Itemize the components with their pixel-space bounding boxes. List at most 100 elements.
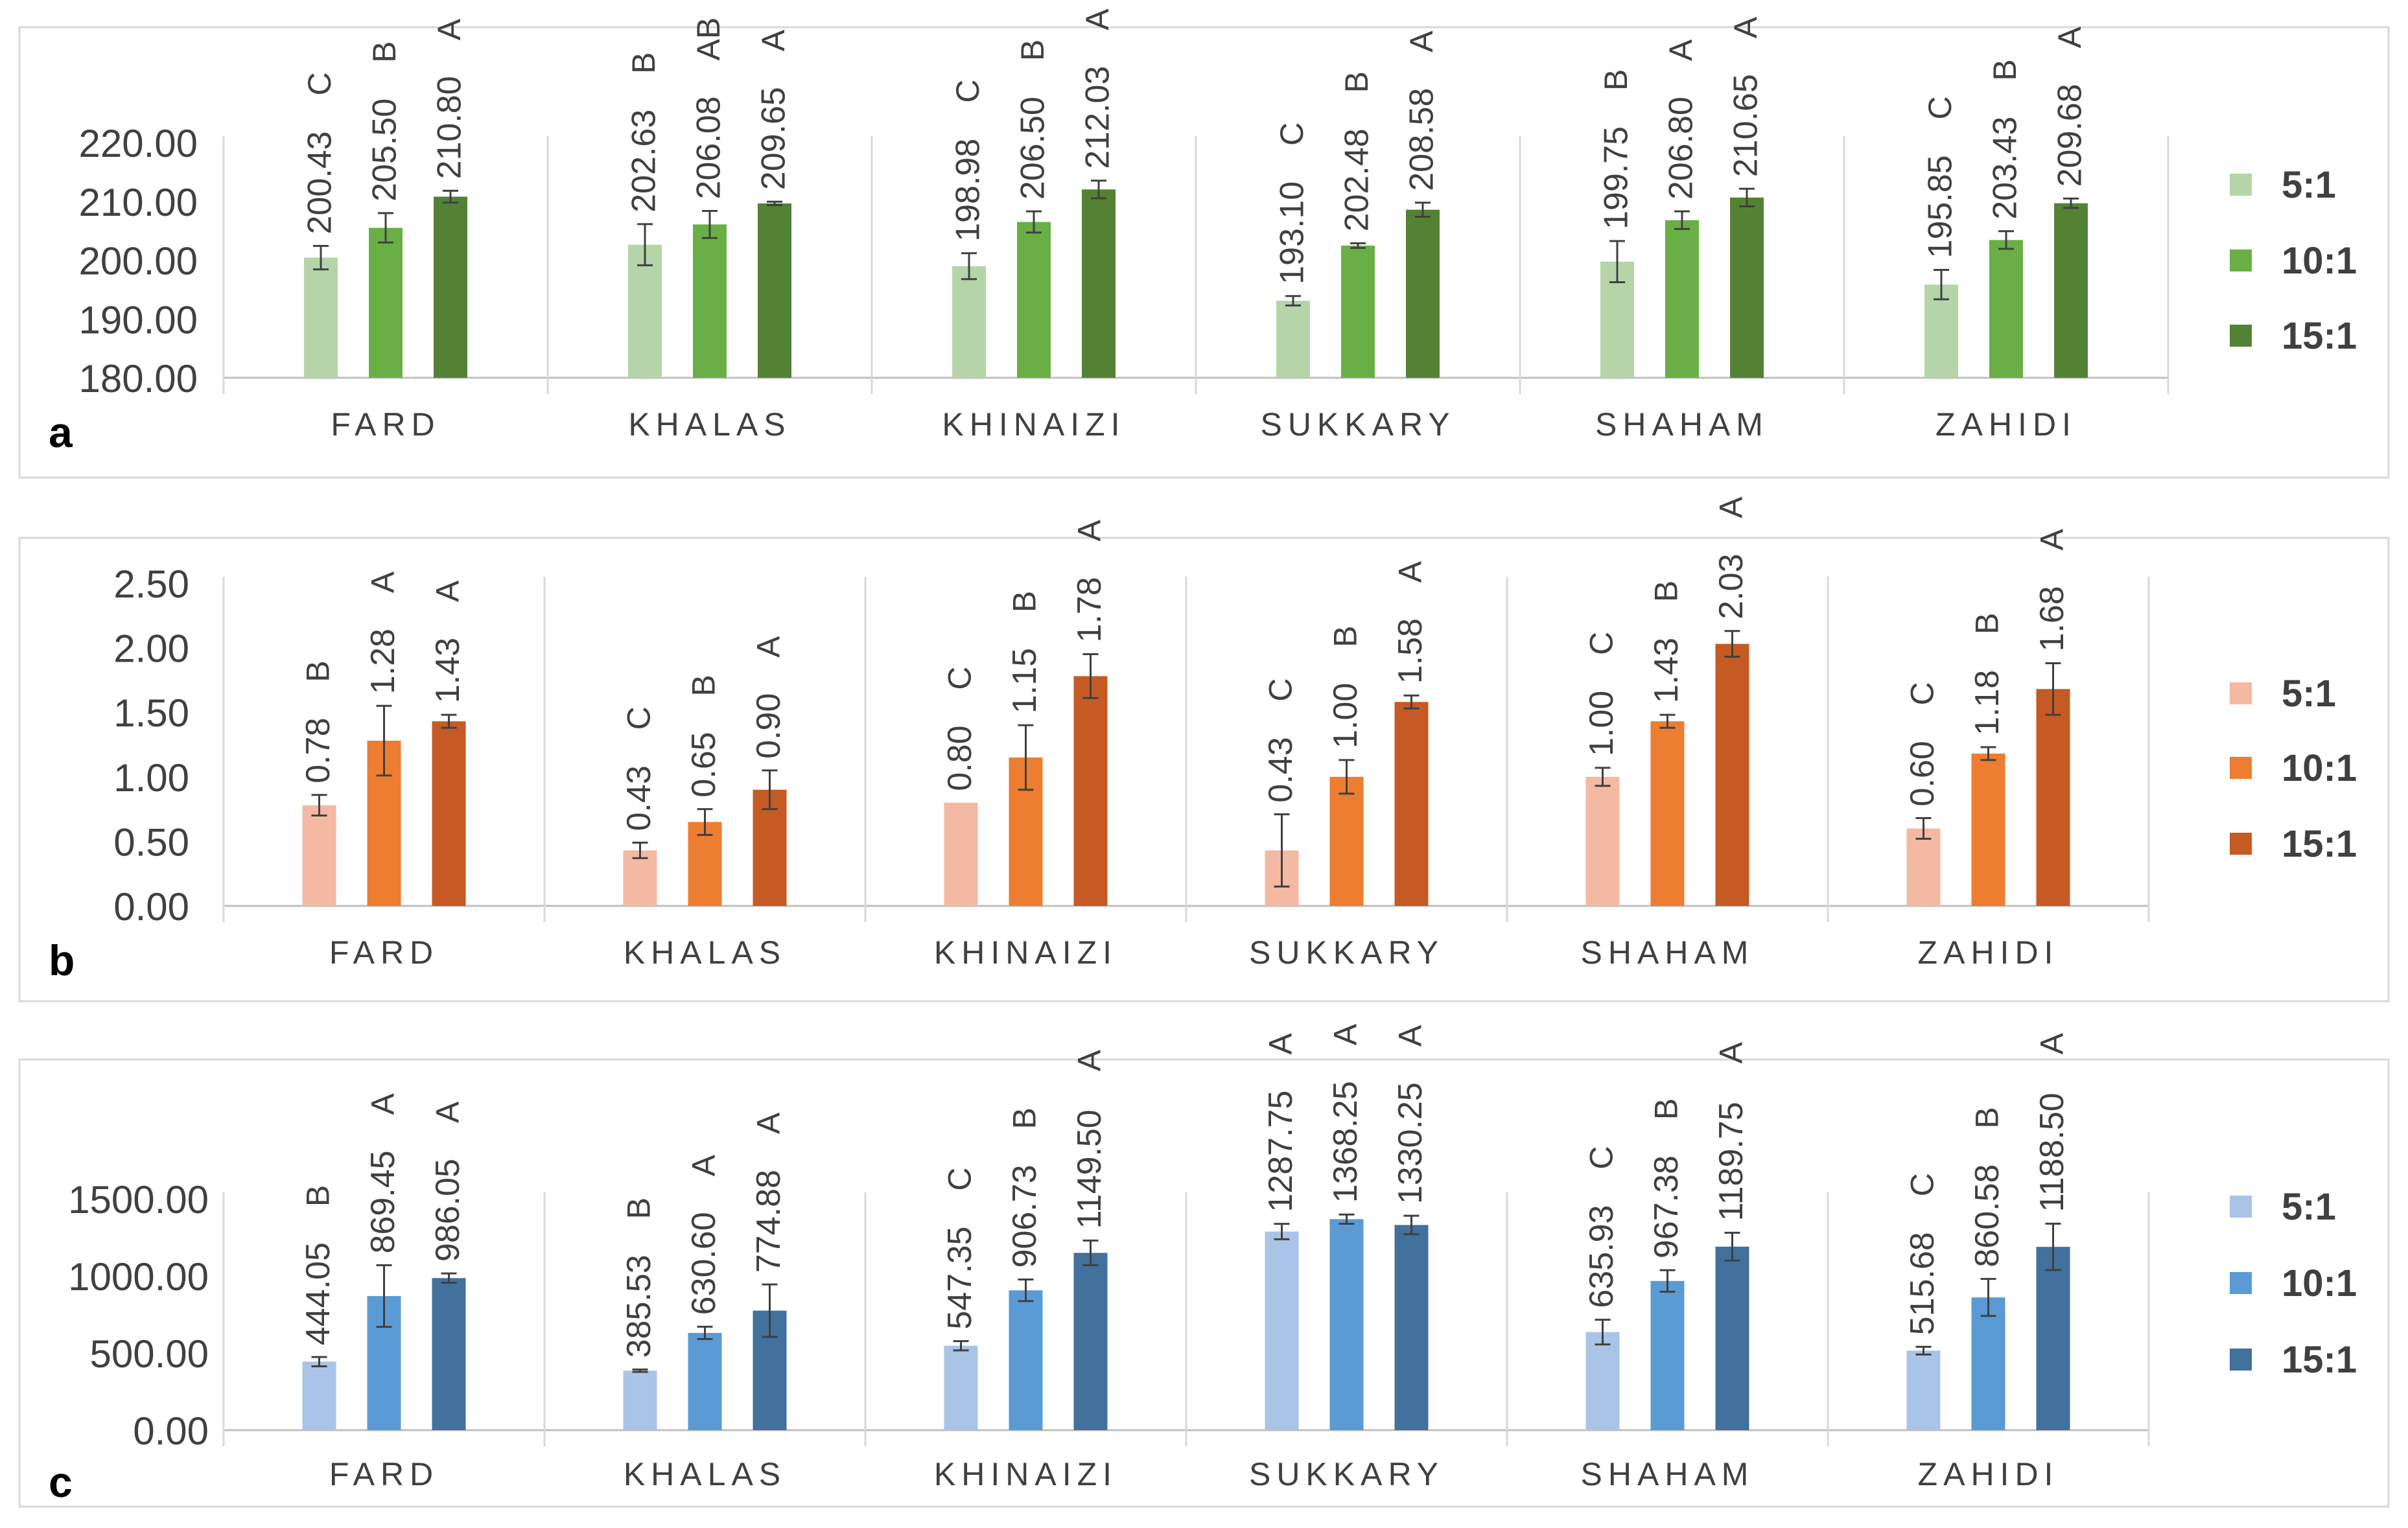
data-label: 1149.50 — [1071, 1109, 1108, 1229]
significance-letter: B — [1007, 1107, 1043, 1129]
bar — [1650, 1280, 1685, 1430]
bar — [1650, 721, 1685, 906]
data-label: 203.43 — [1987, 117, 2024, 220]
data-label: 774.88 — [750, 1170, 788, 1273]
legend-label: 10:1 — [2282, 747, 2357, 789]
data-label: 209.65 — [755, 87, 793, 190]
bar — [1073, 1253, 1108, 1430]
significance-letter: A — [751, 636, 787, 658]
bar — [1394, 702, 1429, 906]
data-label: 200.43 — [301, 131, 339, 234]
significance-letter: A — [2034, 1032, 2070, 1054]
bar — [434, 196, 467, 378]
y-tick-label: 0.00 — [133, 1409, 209, 1453]
category-label: KHINAIZI — [934, 934, 1117, 971]
bar — [1715, 1246, 1749, 1430]
panel-letter: c — [49, 1458, 73, 1506]
bar — [1329, 1219, 1364, 1430]
significance-letter: A — [751, 1112, 787, 1134]
y-tick-label: 1000.00 — [68, 1255, 209, 1299]
significance-letter: B — [1969, 1107, 2005, 1128]
bar — [432, 1278, 466, 1430]
data-label: 195.85 — [1922, 155, 1959, 258]
data-label: 0.90 — [750, 693, 788, 759]
data-label: 1.00 — [1327, 683, 1364, 748]
legend-swatch — [2230, 757, 2252, 779]
bar — [369, 227, 403, 378]
data-label: 206.50 — [1014, 97, 1052, 200]
category-label: SUKKARY — [1260, 406, 1455, 443]
significance-letter: B — [1648, 581, 1685, 602]
legend-swatch — [2230, 1349, 2252, 1371]
significance-letter: B — [686, 675, 722, 696]
legend-label: 10:1 — [2282, 240, 2357, 282]
bar — [302, 805, 336, 906]
data-label: 0.80 — [941, 725, 979, 791]
data-label: 0.65 — [685, 732, 723, 797]
bar — [952, 266, 986, 378]
data-label: 1.68 — [2033, 586, 2071, 651]
data-label: 1368.25 — [1327, 1081, 1364, 1203]
legend-swatch — [2230, 1272, 2252, 1294]
category-label: FARD — [331, 406, 440, 443]
data-label: 1189.75 — [1712, 1102, 1750, 1221]
y-tick-label: 1.00 — [113, 756, 189, 800]
data-label: 444.05 — [299, 1242, 337, 1345]
legend-swatch — [2230, 682, 2252, 704]
category-label: FARD — [329, 1456, 439, 1492]
category-label: SHAHAM — [1581, 934, 1755, 971]
significance-letter: C — [1904, 1173, 1941, 1196]
legend-swatch — [2230, 833, 2252, 855]
bar — [1971, 753, 2005, 906]
y-tick-label: 2.50 — [113, 562, 189, 606]
y-tick-label: 1500.00 — [68, 1178, 209, 1221]
data-label: 1188.50 — [2033, 1093, 2071, 1212]
data-label: 1.58 — [1392, 618, 1429, 684]
bar — [1406, 209, 1440, 378]
data-label: 1.43 — [429, 638, 467, 703]
significance-letter: A — [1713, 1041, 1749, 1063]
data-label: 630.60 — [685, 1212, 723, 1315]
bar — [304, 257, 338, 378]
data-label: 206.08 — [690, 96, 728, 199]
data-label: 1330.25 — [1392, 1082, 1429, 1204]
bar — [1265, 1231, 1299, 1430]
category-label: KHINAIZI — [942, 406, 1125, 443]
category-label: ZAHIDI — [1918, 934, 2059, 971]
significance-letter: B — [1338, 71, 1375, 93]
legend-label: 5:1 — [2282, 673, 2336, 715]
category-label: KHALAS — [628, 406, 791, 443]
significance-letter: C — [1904, 682, 1941, 705]
data-label: 1.15 — [1006, 648, 1044, 713]
bar — [1329, 776, 1364, 906]
legend-swatch — [2230, 325, 2252, 347]
y-tick-label: 2.00 — [113, 627, 189, 671]
significance-letter: A — [2051, 26, 2088, 48]
significance-letter: A — [755, 29, 791, 51]
legend-label: 10:1 — [2282, 1262, 2357, 1304]
data-label: 0.43 — [1262, 737, 1300, 802]
significance-letter: A — [1713, 496, 1749, 518]
bar — [1715, 643, 1749, 906]
category-label: SHAHAM — [1581, 1456, 1755, 1492]
significance-letter: B — [300, 1185, 336, 1207]
significance-letter: C — [942, 667, 978, 690]
legend-label: 15:1 — [2282, 315, 2357, 357]
significance-letter: C — [1263, 678, 1299, 701]
bar — [2036, 1247, 2070, 1430]
significance-letter: A — [1071, 1049, 1108, 1071]
data-label: 906.73 — [1006, 1164, 1044, 1268]
y-tick-label: 0.00 — [113, 885, 189, 929]
y-tick-label: 180.00 — [78, 357, 198, 400]
data-label: 193.10 — [1274, 181, 1311, 284]
bar — [944, 802, 978, 906]
data-label: 635.93 — [1583, 1205, 1620, 1308]
bar — [1082, 189, 1116, 378]
data-label: 860.58 — [1969, 1164, 2006, 1268]
data-label: 986.05 — [429, 1159, 467, 1262]
bar — [1906, 828, 1941, 906]
bar — [302, 1361, 336, 1430]
bar — [1906, 1350, 1941, 1430]
data-label: 202.63 — [625, 110, 663, 213]
significance-letter: C — [942, 1167, 978, 1190]
